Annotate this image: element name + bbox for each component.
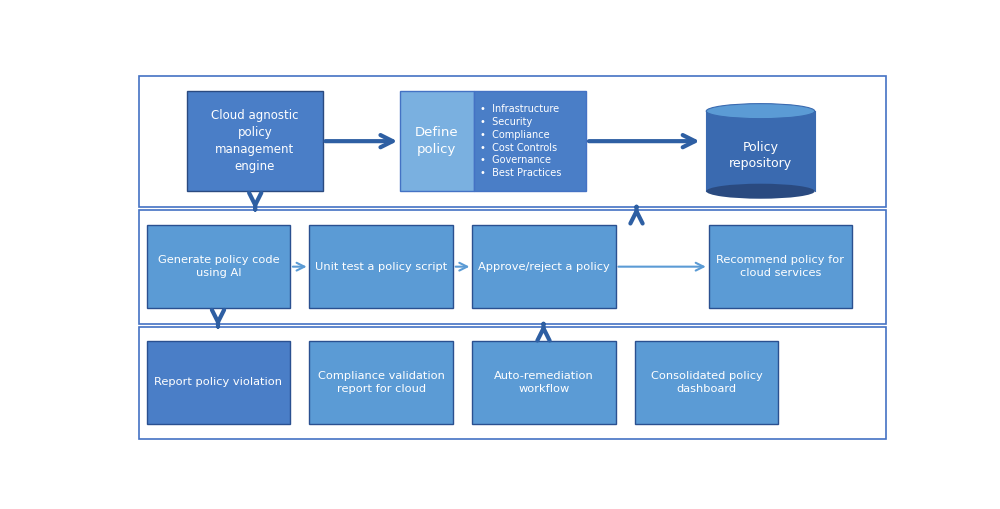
Text: Auto-remediation
workflow: Auto-remediation workflow <box>494 371 594 393</box>
Text: Report policy violation: Report policy violation <box>154 377 282 387</box>
Bar <box>474 91 586 191</box>
Text: Recommend policy for
cloud services: Recommend policy for cloud services <box>716 256 844 278</box>
Bar <box>400 91 474 191</box>
Bar <box>635 341 778 424</box>
Bar <box>139 327 886 439</box>
Bar <box>139 76 886 207</box>
FancyArrowPatch shape <box>537 324 550 341</box>
Bar <box>309 341 453 424</box>
FancyArrowPatch shape <box>293 263 304 271</box>
Bar <box>472 341 616 424</box>
Bar <box>147 225 290 308</box>
FancyArrowPatch shape <box>630 207 643 223</box>
FancyArrowPatch shape <box>212 310 224 326</box>
Bar <box>139 210 886 324</box>
Bar <box>187 91 323 191</box>
Text: Approve/reject a policy: Approve/reject a policy <box>478 262 610 272</box>
Text: Consolidated policy
dashboard: Consolidated policy dashboard <box>651 371 763 393</box>
Ellipse shape <box>706 184 815 199</box>
Text: Unit test a policy script: Unit test a policy script <box>315 262 447 272</box>
FancyArrowPatch shape <box>456 263 467 271</box>
FancyArrowPatch shape <box>249 193 261 209</box>
Text: Generate policy code
using AI: Generate policy code using AI <box>158 256 279 278</box>
Bar <box>706 111 815 191</box>
FancyArrowPatch shape <box>325 135 393 147</box>
Bar <box>472 225 616 308</box>
Ellipse shape <box>706 104 815 119</box>
Text: Compliance validation
report for cloud: Compliance validation report for cloud <box>318 371 445 393</box>
FancyArrowPatch shape <box>589 135 695 147</box>
Bar <box>147 341 290 424</box>
Text: Define
policy: Define policy <box>415 126 459 156</box>
Text: Policy
repository: Policy repository <box>729 140 792 169</box>
Bar <box>309 225 453 308</box>
FancyArrowPatch shape <box>618 263 703 271</box>
Text: •  Infrastructure
•  Security
•  Compliance
•  Cost Controls
•  Governance
•  Be: • Infrastructure • Security • Compliance… <box>480 104 561 178</box>
Bar <box>709 225 852 308</box>
Text: Cloud agnostic
policy
management
engine: Cloud agnostic policy management engine <box>211 109 299 173</box>
